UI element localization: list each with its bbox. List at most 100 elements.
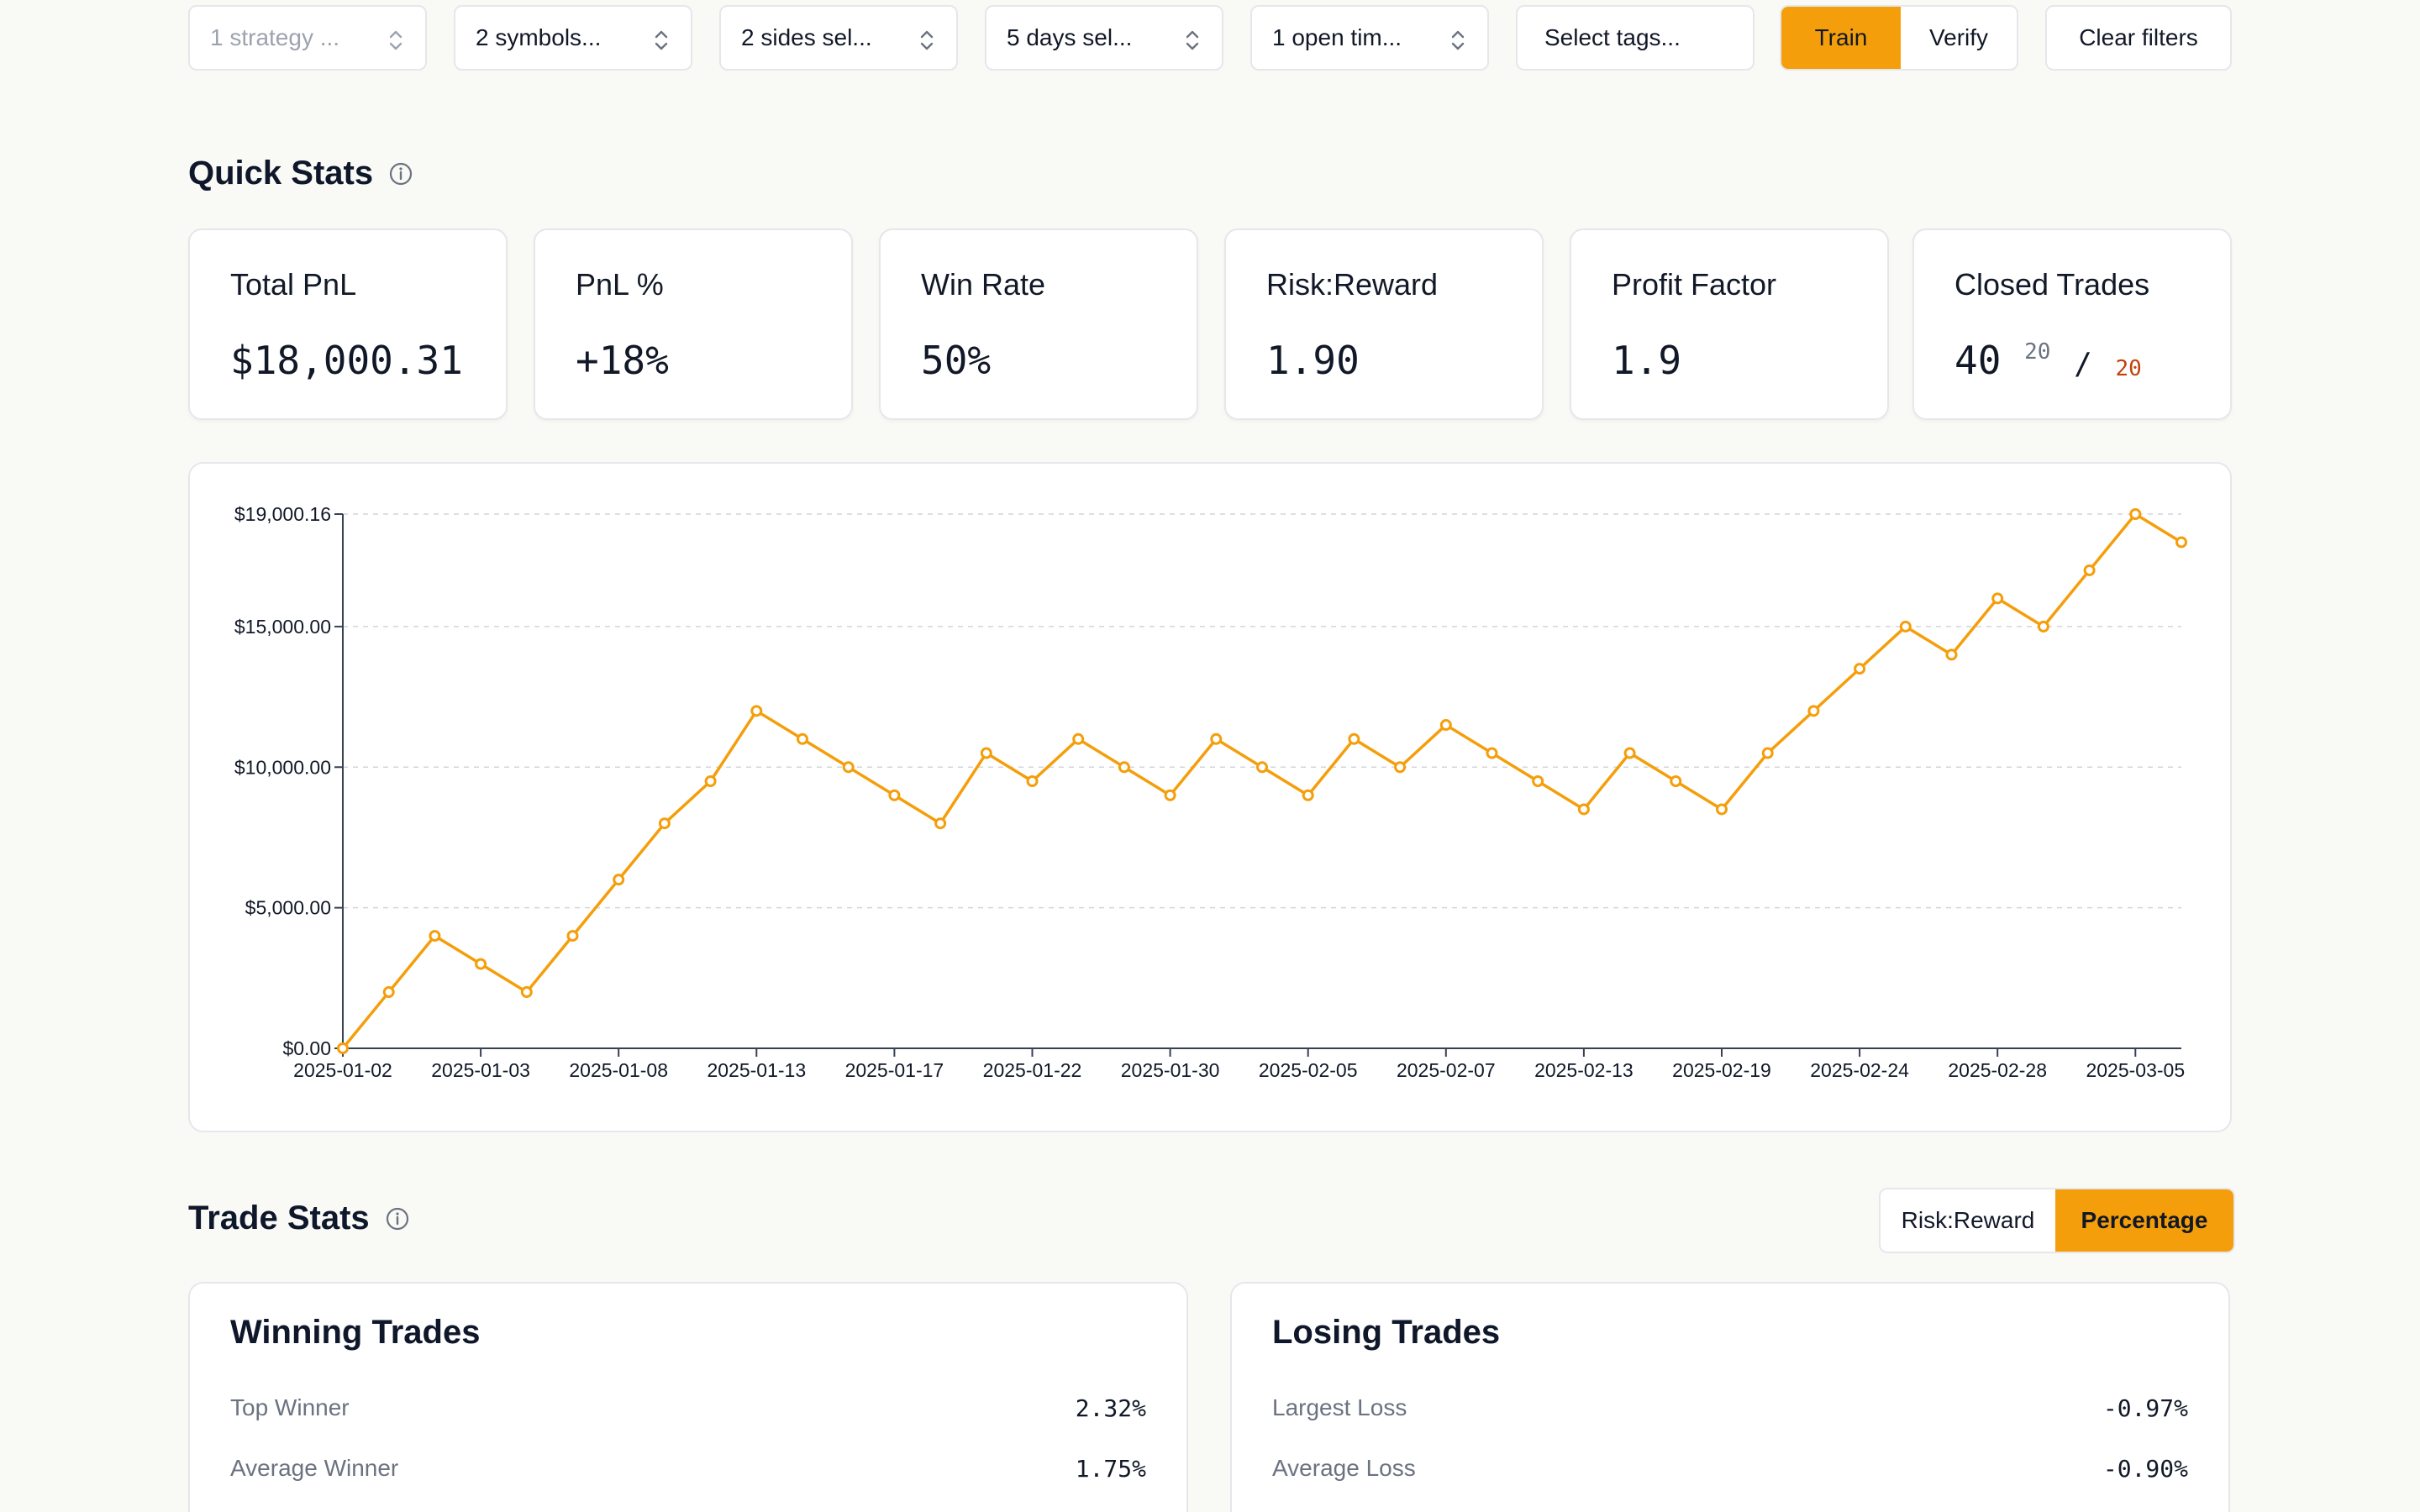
card-label: Profit Factor	[1612, 267, 1777, 302]
stat-label: Top Winner	[230, 1394, 350, 1420]
symbols-select-value: 2 symbols...	[476, 24, 602, 50]
stat-value: -0.97%	[2102, 1394, 2188, 1422]
stat-label: Average Loss	[1272, 1455, 1416, 1481]
data-point	[613, 874, 625, 886]
data-point	[2083, 564, 2096, 576]
data-point	[1348, 732, 1360, 745]
data-point	[1210, 732, 1223, 745]
data-point	[382, 986, 395, 999]
percentage-toggle[interactable]: Percentage	[2055, 1189, 2233, 1252]
total-pnl-card: Total PnL $18,000.31	[188, 228, 508, 420]
card-label: Closed Trades	[1954, 267, 2150, 302]
closed-trades-total: 40	[1954, 338, 2002, 383]
data-point	[475, 958, 487, 970]
data-point	[1623, 747, 1636, 759]
data-point	[1670, 775, 1682, 788]
trade-stats-title: Trade Stats	[188, 1200, 370, 1236]
data-point	[934, 817, 947, 830]
stat-row: Average Loss -0.90%	[1272, 1452, 2188, 1485]
open-time-select[interactable]: 1 open tim...	[1250, 5, 1489, 71]
x-tick-label: 2025-01-30	[1121, 1059, 1220, 1081]
mode-toggle: Train Verify	[1780, 5, 2018, 71]
x-tick-label: 2025-02-19	[1672, 1059, 1771, 1081]
train-button[interactable]: Train	[1781, 7, 1901, 69]
profit-factor-card: Profit Factor 1.9	[1570, 228, 1889, 420]
losing-trades-title: Losing Trades	[1272, 1314, 1501, 1351]
verify-button[interactable]: Verify	[1928, 24, 1989, 50]
x-tick-label: 2025-02-07	[1397, 1059, 1496, 1081]
card-label: Win Rate	[921, 267, 1046, 302]
days-select-value: 5 days sel...	[1007, 24, 1133, 50]
days-select[interactable]: 5 days sel...	[985, 5, 1223, 71]
chevron-up-down-icon	[389, 30, 402, 50]
data-point	[2129, 508, 2142, 520]
chevron-up-down-icon	[1451, 30, 1465, 50]
y-tick-label: $0.00	[282, 1037, 331, 1059]
closed-trades-slash: /	[2074, 347, 2092, 381]
data-point	[2037, 620, 2049, 633]
data-point	[337, 1042, 349, 1054]
strategy-select-value: 1 strategy ...	[210, 24, 340, 50]
data-point	[1577, 803, 1590, 816]
win-rate-card: Win Rate 50%	[879, 228, 1198, 420]
x-tick-label: 2025-01-13	[707, 1059, 806, 1081]
risk-reward-toggle[interactable]: Risk:Reward	[1901, 1207, 2035, 1233]
tags-select-placeholder: Select tags...	[1544, 24, 1681, 50]
trade-stats-heading: Trade Stats	[188, 1200, 410, 1237]
closed-trades-wins: 20	[2024, 339, 2051, 365]
y-tick-label: $5,000.00	[245, 897, 331, 919]
stat-row: Largest Loss -0.97%	[1272, 1391, 2188, 1425]
card-value: $18,000.31	[230, 338, 463, 383]
card-value: 1.90	[1266, 338, 1360, 383]
x-tick-label: 2025-01-08	[569, 1059, 668, 1081]
info-icon[interactable]	[388, 161, 413, 186]
pnl-percent-card: PnL % +18%	[534, 228, 853, 420]
y-tick-label: $10,000.00	[234, 756, 331, 778]
closed-trades-losses: 20	[2115, 356, 2142, 381]
filter-bar: 1 strategy ... 2 symbols... 2 sides sel.…	[188, 5, 2232, 71]
card-value: 1.9	[1612, 338, 1682, 383]
x-tick-label: 2025-02-28	[1948, 1059, 2047, 1081]
clear-filters-button[interactable]: Clear filters	[2045, 5, 2232, 71]
stat-value: -0.90%	[2102, 1454, 2188, 1483]
tags-select[interactable]: Select tags...	[1516, 5, 1754, 71]
data-point	[1945, 648, 1958, 661]
chevron-up-down-icon	[1186, 30, 1199, 50]
x-tick-label: 2025-01-17	[845, 1059, 944, 1081]
winning-trades-card: Winning Trades Top Winner 2.32% Average …	[188, 1282, 1188, 1512]
data-point	[1394, 761, 1407, 774]
strategy-select[interactable]: 1 strategy ...	[188, 5, 427, 71]
x-tick-label: 2025-02-13	[1534, 1059, 1634, 1081]
data-point	[1761, 747, 1774, 759]
data-point	[797, 732, 808, 745]
symbols-select[interactable]: 2 symbols...	[454, 5, 692, 71]
chevron-up-down-icon	[655, 30, 668, 50]
y-tick-label: $19,000.16	[234, 503, 331, 525]
pnl-series-line	[341, 512, 2182, 1050]
x-tick-label: 2025-01-02	[293, 1059, 392, 1081]
data-point	[842, 761, 855, 774]
data-point	[1991, 592, 2004, 605]
x-tick-label: 2025-02-05	[1259, 1059, 1358, 1081]
data-point	[1118, 761, 1130, 774]
card-value: 50%	[921, 338, 992, 383]
trade-stats-toggle: Risk:Reward Percentage	[1879, 1188, 2235, 1253]
y-tick-label: $15,000.00	[234, 616, 331, 638]
sides-select[interactable]: 2 sides sel...	[719, 5, 958, 71]
x-tick-label: 2025-02-24	[1810, 1059, 1909, 1081]
data-point	[520, 986, 533, 999]
sides-select-value: 2 sides sel...	[741, 24, 872, 50]
risk-reward-card: Risk:Reward 1.90	[1224, 228, 1544, 420]
stat-row: Average Winner 1.75%	[230, 1452, 1146, 1485]
pnl-line-chart: $0.00 $5,000.00 $10,000.00 $15,000.00 $19,00…	[234, 503, 2187, 1081]
data-point	[1532, 775, 1544, 788]
data-point	[1026, 775, 1039, 788]
data-point	[888, 789, 901, 801]
stat-label: Largest Loss	[1272, 1394, 1407, 1420]
x-tick-label: 2025-03-05	[2086, 1059, 2185, 1081]
stat-value: 2.32%	[1075, 1394, 1146, 1422]
card-label: PnL %	[576, 267, 664, 302]
data-point	[704, 775, 717, 788]
data-point	[2175, 536, 2187, 549]
info-icon[interactable]	[385, 1206, 410, 1231]
